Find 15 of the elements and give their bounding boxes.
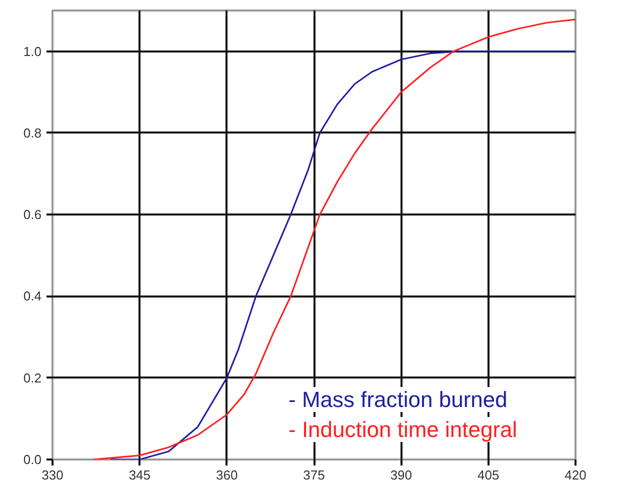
x-tick-label: 390 [390,468,412,482]
y-tick-label: 0.8 [23,125,42,140]
text: - Induction time integral [288,417,518,442]
y-tick-label: 0.6 [23,207,42,222]
x-tick-label: 345 [128,468,151,482]
x-tick-label: 360 [216,468,238,482]
y-tick-label: 0.4 [23,288,42,304]
x-tick-label: 420 [564,468,586,482]
y-tick-label: 0.0 [23,452,42,467]
x-tick-label: 375 [303,468,325,482]
y-tick-label: 0.2 [23,370,42,386]
x-tick-label: 405 [477,468,500,482]
y-tick-label: 1.0 [23,44,42,59]
x-tick-label: 330 [42,468,64,482]
text: - Mass fraction burned [288,387,508,412]
